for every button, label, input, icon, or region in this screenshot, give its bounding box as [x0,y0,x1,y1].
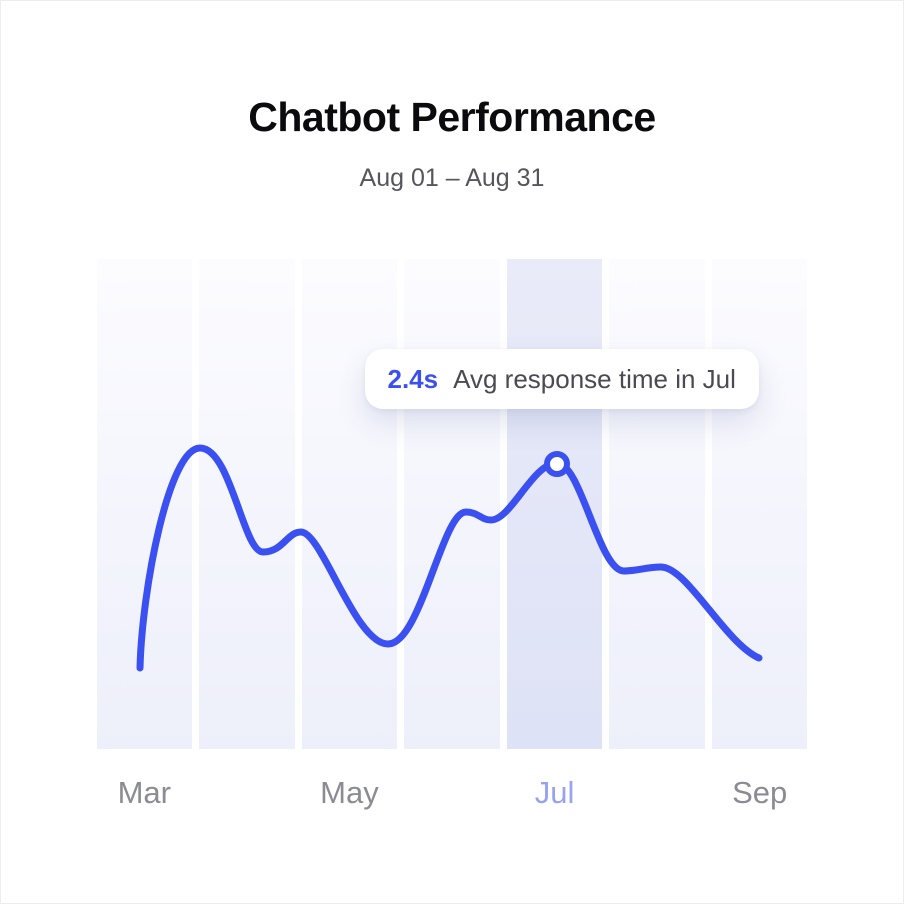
band-apr[interactable] [199,259,295,749]
tooltip-label: Avg response time in Jul [453,363,736,394]
band-aug[interactable] [609,259,705,749]
tooltip: 2.4s Avg response time in Jul [364,349,759,409]
x-label-spacer-1 [199,775,295,811]
response-time-line [136,444,762,672]
x-label-may: May [320,775,379,810]
header: Chatbot Performance Aug 01 – Aug 31 [1,93,903,193]
chart: 2.4s Avg response time in Jul [96,259,808,749]
x-axis-labels: Mar May Jul Sep [97,775,808,811]
band-mar[interactable] [96,259,193,749]
page-title: Chatbot Performance [248,94,656,140]
line-chart-svg [136,444,762,672]
x-label-sep: Sep [732,775,788,810]
tooltip-value: 2.4s [387,363,439,394]
band-sep[interactable] [711,259,808,749]
month-bands [96,259,808,749]
x-label-jul: Jul [534,775,575,810]
x-label-spacer-2 [404,775,500,811]
jul-data-point-marker[interactable] [543,451,570,477]
band-may[interactable] [301,259,398,749]
x-label-spacer-3 [609,775,705,811]
x-label-mar: Mar [117,775,171,810]
band-jun[interactable] [404,259,500,749]
date-range-subtitle: Aug 01 – Aug 31 [359,164,545,192]
